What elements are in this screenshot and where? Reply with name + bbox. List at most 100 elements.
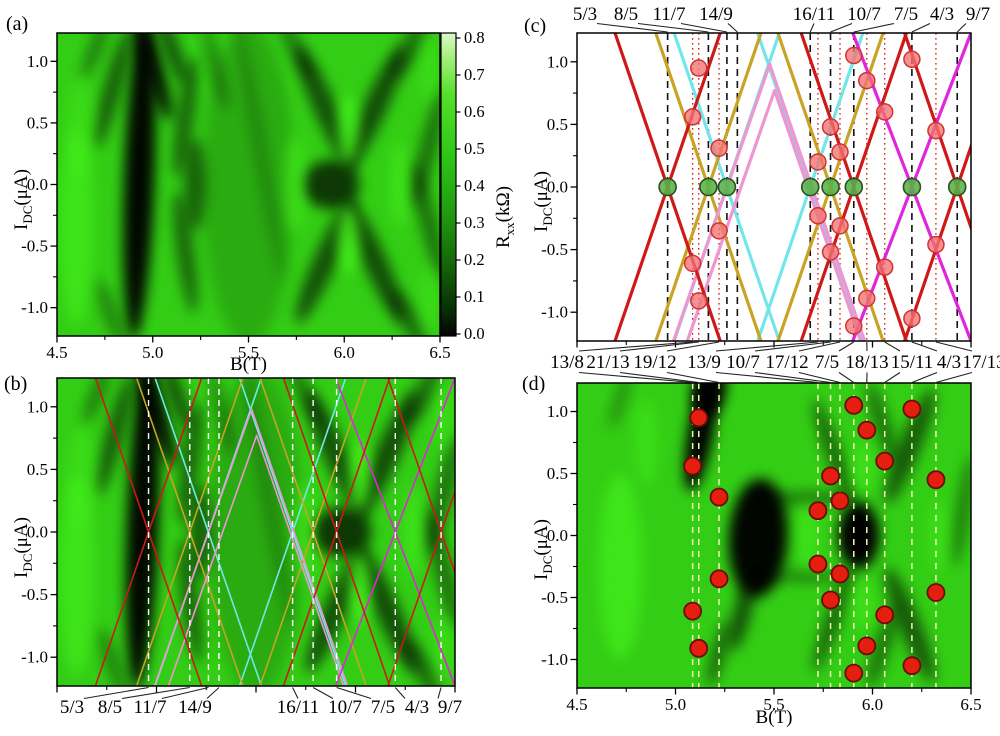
colorbar: 0.0 0.1 0.2 0.3 0.4 0.5 0.6 0.7 0.8 <box>440 28 485 343</box>
crossing-red-circle <box>903 309 921 328</box>
fraction-label: 7/5 <box>894 4 918 25</box>
x-tick-label: 5.0 <box>142 343 163 362</box>
crossing-line <box>768 62 867 341</box>
leader-line <box>911 23 931 33</box>
data-red-circle <box>830 491 850 511</box>
leader-line <box>83 686 149 700</box>
panel-b-label: (b) <box>4 373 28 395</box>
leader-line <box>312 687 334 699</box>
fraction-label: 8/5 <box>614 4 638 25</box>
data-red-circle <box>821 466 840 486</box>
fraction-label: 14/9 <box>699 4 733 25</box>
panel-c-plot <box>577 33 971 341</box>
data-red-circle <box>683 601 703 621</box>
y-tick-label: 0.0 <box>547 178 568 197</box>
colorbar-tick-label: 0.2 <box>464 250 485 269</box>
fraction-label: 14/9 <box>178 697 212 718</box>
fraction-label: 11/7 <box>652 4 685 25</box>
fraction-label: 13/8 <box>550 352 584 373</box>
x-tick-label: 5.0 <box>665 695 686 714</box>
crossing-line <box>153 408 253 686</box>
panel-c-axes: 1.0 0.5 0.0 -0.5 -1.0 <box>541 52 972 348</box>
leader-line <box>853 22 895 33</box>
x-tick-label: 6.5 <box>429 343 450 362</box>
data-red-circle <box>709 487 729 507</box>
crossing-red-circle <box>689 292 708 310</box>
y-tick-label: 0.0 <box>27 523 48 542</box>
zero-bias-green-circle <box>717 177 737 197</box>
crossing-red-circle <box>821 243 840 261</box>
fraction-label: 16/11 <box>277 697 320 718</box>
fraction-label: 5/3 <box>573 4 597 25</box>
x-tick-label: 5.5 <box>238 343 259 362</box>
leader-line <box>121 686 190 700</box>
y-tick-label: -0.5 <box>21 585 48 604</box>
crossing-red-circle <box>689 59 708 77</box>
data-red-circle <box>821 590 840 610</box>
fraction-label: 8/5 <box>98 697 122 718</box>
zero-bias-green-circle <box>947 177 967 197</box>
leader-line <box>619 341 699 352</box>
panel-a-xlabel: B(T) <box>230 354 267 375</box>
crossing-red-circle <box>710 222 728 240</box>
zero-bias-green-circle <box>699 177 718 197</box>
leader-line <box>715 371 818 384</box>
y-tick-label: 0.0 <box>547 526 568 545</box>
data-red-circle <box>857 636 877 656</box>
colorbar-tick-label: 0.7 <box>464 65 485 84</box>
panel-c-ylabel: IDC(μA) <box>531 171 555 232</box>
leader-line <box>680 22 728 33</box>
y-tick-label: 1.0 <box>27 52 48 71</box>
panel-a-label: (a) <box>6 13 29 35</box>
leader-line <box>206 687 220 699</box>
colorbar-tick-label: 0.8 <box>464 28 485 47</box>
fraction-row-bottom: 5/3 8/5 11/7 14/9 16/11 10/7 7/5 4/3 9/7 <box>60 686 462 718</box>
panel-d-axes: 1.0 0.5 0.0 -0.5 -1.0 4.5 5.0 5.5 6.0 6.5 <box>541 402 982 714</box>
colorbar-label: Rxx(kΩ) <box>493 186 517 248</box>
panel-b-ylabel: IDC(μA) <box>11 517 35 578</box>
data-red-circle <box>875 451 895 471</box>
leader-line <box>798 371 841 384</box>
fraction-label: 17/13 <box>962 352 1000 373</box>
panel-c-label: (c) <box>524 15 547 37</box>
panel-d-heatmap <box>577 383 971 688</box>
leader-line <box>336 686 372 700</box>
y-tick-label: 0.5 <box>27 460 48 479</box>
y-tick-label: -0.5 <box>541 240 568 259</box>
crossing-line <box>167 434 258 686</box>
x-tick-label: 6.0 <box>334 343 355 362</box>
leader-line <box>935 341 973 352</box>
crossing-red-circle <box>875 103 894 121</box>
fraction-label: 7/5 <box>815 352 839 373</box>
y-tick-label: 0.5 <box>27 113 48 132</box>
data-red-circle <box>689 408 709 428</box>
crossing-line <box>255 434 345 686</box>
leader-line <box>754 341 831 352</box>
leader-line <box>637 22 709 33</box>
leader-line <box>798 341 841 352</box>
y-tick-label: -0.5 <box>541 588 568 607</box>
leader-line <box>838 372 855 383</box>
x-tick-label: 6.5 <box>960 695 981 714</box>
leader-line <box>578 341 693 352</box>
leader-line <box>437 687 442 699</box>
data-red-circle <box>902 656 922 676</box>
fraction-label: 10/7 <box>726 352 760 373</box>
data-red-circle <box>830 564 850 584</box>
leader-line <box>911 371 938 384</box>
x-tick-label: 4.5 <box>566 695 587 714</box>
y-tick-label: 1.0 <box>547 52 568 71</box>
crossing-red-circle <box>809 153 827 171</box>
data-red-circle <box>808 501 828 521</box>
y-tick-label: -0.5 <box>21 237 48 256</box>
y-tick-label: 0.5 <box>547 115 568 134</box>
leader-line <box>754 371 831 384</box>
leader-line <box>715 341 818 352</box>
leader-line <box>666 341 720 352</box>
colorbar-tick-label: 0.0 <box>464 324 485 343</box>
panel-d-label: (d) <box>522 373 546 395</box>
fraction-label: 17/12 <box>765 352 808 373</box>
leader-line <box>830 22 853 33</box>
leader-line <box>809 23 815 33</box>
